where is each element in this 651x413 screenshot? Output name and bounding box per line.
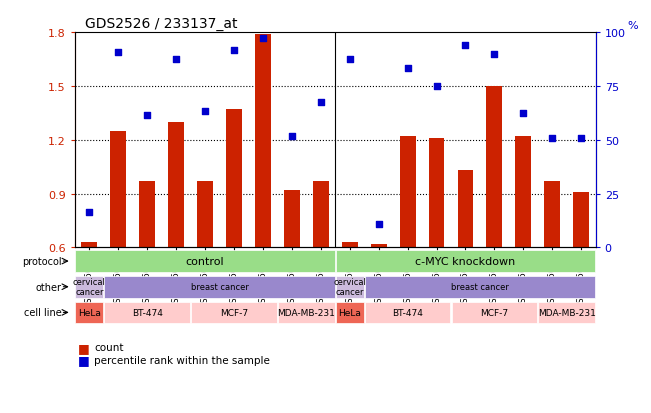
- Bar: [370, 244, 387, 248]
- Text: MCF-7: MCF-7: [220, 308, 248, 317]
- Text: control: control: [186, 256, 225, 266]
- Text: breast cancer: breast cancer: [191, 282, 249, 292]
- Bar: [76, 302, 104, 323]
- Bar: [255, 35, 271, 248]
- Text: cell line: cell line: [24, 308, 62, 318]
- Point: [460, 42, 471, 49]
- Bar: [365, 276, 595, 298]
- Text: ■: ■: [78, 353, 90, 366]
- Point: [547, 135, 557, 142]
- Bar: [544, 182, 561, 248]
- Point: [402, 66, 413, 72]
- Text: c-MYC knockdown: c-MYC knockdown: [415, 256, 516, 266]
- Point: [258, 35, 268, 42]
- Bar: [139, 182, 155, 248]
- Text: MCF-7: MCF-7: [480, 308, 508, 317]
- Point: [200, 109, 210, 115]
- Bar: [81, 242, 97, 248]
- Text: MDA-MB-231: MDA-MB-231: [538, 308, 596, 317]
- Point: [344, 57, 355, 63]
- Text: protocol: protocol: [22, 256, 62, 266]
- Point: [432, 83, 442, 90]
- Point: [84, 209, 94, 215]
- Bar: [458, 171, 473, 248]
- Text: GDS2526 / 233137_at: GDS2526 / 233137_at: [85, 17, 238, 31]
- Bar: [516, 137, 531, 248]
- Bar: [191, 302, 277, 323]
- Text: cervical
cancer: cervical cancer: [333, 278, 366, 297]
- Text: breast cancer: breast cancer: [451, 282, 509, 292]
- Text: ■: ■: [78, 341, 90, 354]
- Point: [286, 133, 297, 140]
- Bar: [76, 276, 104, 298]
- Bar: [336, 251, 595, 272]
- Bar: [284, 190, 300, 248]
- Bar: [197, 182, 213, 248]
- Text: other: other: [36, 282, 62, 292]
- Text: cervical
cancer: cervical cancer: [73, 278, 105, 297]
- Point: [518, 110, 529, 117]
- Bar: [336, 302, 364, 323]
- Bar: [313, 182, 329, 248]
- Bar: [110, 131, 126, 248]
- Bar: [452, 302, 537, 323]
- Text: BT-474: BT-474: [392, 308, 423, 317]
- Bar: [538, 302, 595, 323]
- Bar: [104, 276, 335, 298]
- Text: count: count: [94, 342, 124, 352]
- Text: MDA-MB-231: MDA-MB-231: [277, 308, 335, 317]
- Text: percentile rank within the sample: percentile rank within the sample: [94, 355, 270, 365]
- Text: HeLa: HeLa: [339, 308, 361, 317]
- Bar: [342, 242, 357, 248]
- Point: [489, 51, 499, 58]
- Bar: [574, 192, 589, 248]
- Text: %: %: [627, 21, 637, 31]
- Point: [113, 50, 124, 56]
- Bar: [486, 87, 503, 248]
- Text: HeLa: HeLa: [78, 308, 101, 317]
- Bar: [428, 139, 445, 248]
- Point: [316, 100, 326, 106]
- Point: [142, 112, 152, 119]
- Text: BT-474: BT-474: [132, 308, 163, 317]
- Bar: [104, 302, 190, 323]
- Bar: [365, 302, 450, 323]
- Bar: [226, 110, 242, 248]
- Bar: [278, 302, 335, 323]
- Bar: [76, 251, 335, 272]
- Point: [229, 47, 239, 54]
- Bar: [168, 123, 184, 248]
- Point: [576, 135, 587, 142]
- Bar: [400, 137, 415, 248]
- Bar: [336, 276, 364, 298]
- Point: [374, 221, 384, 228]
- Point: [171, 57, 182, 63]
